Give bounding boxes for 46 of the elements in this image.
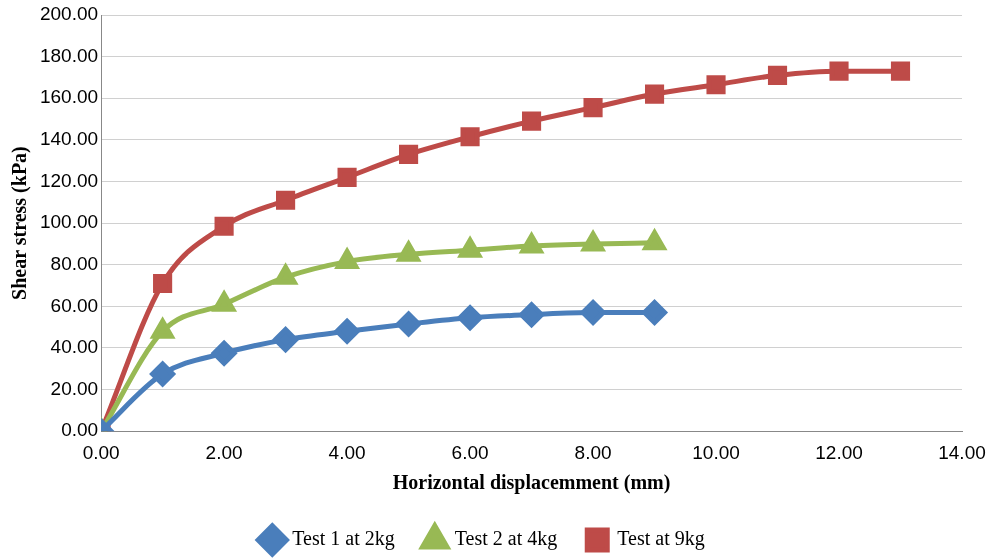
point bbox=[829, 61, 849, 81]
point bbox=[580, 300, 606, 326]
point bbox=[399, 144, 419, 164]
y-tick-label: 0.00 bbox=[61, 419, 99, 441]
point bbox=[767, 65, 788, 85]
y-tick-label: 200.00 bbox=[39, 3, 99, 25]
y-tick-label: 160.00 bbox=[39, 86, 99, 108]
point bbox=[706, 75, 726, 95]
x-tick-label: 10.00 bbox=[692, 441, 740, 463]
y-tick-label: 80.00 bbox=[50, 252, 99, 274]
x-tick-label: 8.00 bbox=[574, 441, 612, 463]
point bbox=[519, 302, 545, 328]
x-axis-title: Horizontal displacemment (mm) bbox=[392, 471, 671, 495]
y-tick-label: 100.00 bbox=[39, 211, 99, 233]
point bbox=[644, 84, 665, 104]
y-tick-label: 140.00 bbox=[39, 128, 99, 150]
point bbox=[460, 127, 480, 147]
x-tick-label: 12.00 bbox=[815, 441, 863, 463]
point bbox=[214, 216, 234, 236]
legend-label: Test at 9kg bbox=[617, 527, 705, 551]
point bbox=[150, 361, 176, 387]
point bbox=[276, 190, 296, 210]
x-tick-label: 6.00 bbox=[451, 441, 489, 463]
y-axis-title: Shear stress (kPa) bbox=[8, 146, 32, 300]
legend-label: Test 1 at 2kg bbox=[292, 527, 395, 551]
point bbox=[273, 327, 299, 353]
point bbox=[153, 273, 173, 294]
point bbox=[583, 98, 603, 118]
y-tick-label: 40.00 bbox=[50, 336, 99, 358]
x-tick-label: 0.00 bbox=[82, 441, 120, 463]
point bbox=[334, 318, 360, 344]
x-tick-label: 2.00 bbox=[205, 441, 243, 463]
point bbox=[642, 300, 668, 326]
x-tick-label: 14.00 bbox=[938, 441, 986, 463]
point bbox=[337, 167, 357, 187]
point bbox=[890, 61, 911, 81]
y-tick-label: 120.00 bbox=[39, 169, 99, 191]
point bbox=[457, 305, 483, 331]
y-tick-label: 180.00 bbox=[39, 44, 99, 66]
legend-label: Test 2 at 4kg bbox=[454, 527, 558, 551]
point bbox=[211, 340, 237, 366]
y-tick-label: 60.00 bbox=[50, 294, 99, 316]
x-tick-label: 4.00 bbox=[328, 441, 366, 463]
y-tick-label: 20.00 bbox=[50, 377, 99, 399]
point bbox=[396, 311, 422, 337]
point bbox=[521, 111, 542, 131]
